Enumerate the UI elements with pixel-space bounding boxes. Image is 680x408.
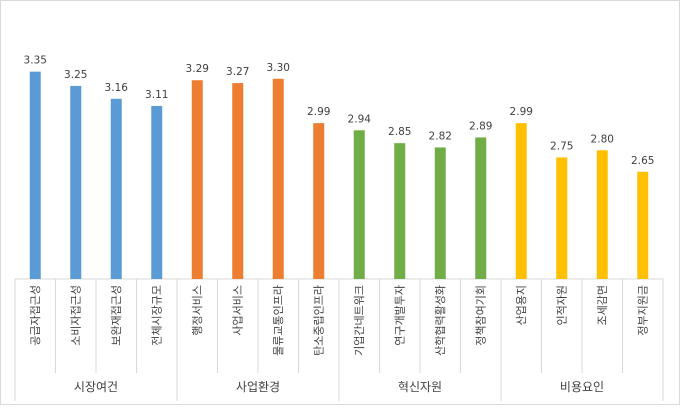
category-tick-label: 인적자원 xyxy=(555,285,568,325)
category-tick-label: 산학협력활성화 xyxy=(433,285,447,356)
data-label: 2.75 xyxy=(550,140,573,152)
bar-물류교통인프라[interactable] xyxy=(272,78,284,279)
bar-기업간네트워크[interactable] xyxy=(353,130,365,279)
data-label: 3.29 xyxy=(186,63,209,75)
group-label: 비용요인 xyxy=(560,380,604,394)
category-tick-label: 사업서비스 xyxy=(231,285,244,336)
group-label: 시장여건 xyxy=(74,380,118,394)
data-label: 3.27 xyxy=(226,66,249,78)
data-label: 2.82 xyxy=(429,130,452,142)
data-label: 3.16 xyxy=(105,82,129,94)
category-tick-label: 보완재접근성 xyxy=(110,285,123,346)
data-label: 2.89 xyxy=(469,120,492,132)
category-tick-label: 소비자접근성 xyxy=(69,285,82,346)
category-tick-label: 조세감면 xyxy=(596,285,609,325)
bar-산학협력활성화[interactable] xyxy=(434,147,446,279)
category-tick-label: 기업간네트워크 xyxy=(353,285,366,356)
category-tick-label: 행정서비스 xyxy=(191,285,204,336)
data-label: 3.35 xyxy=(24,55,47,67)
bar-전체시장규모[interactable] xyxy=(151,105,163,279)
category-tick-label: 공급자접근성 xyxy=(29,285,42,346)
bar-행정서비스[interactable] xyxy=(191,80,203,279)
category-tick-label: 물류교통인프라 xyxy=(272,285,285,356)
category-tick-label: 정부지원금 xyxy=(636,285,649,336)
category-tick-label: 정책참여기회 xyxy=(474,285,487,346)
data-label: 2.94 xyxy=(348,113,372,125)
data-label: 2.99 xyxy=(307,106,330,118)
data-label: 3.11 xyxy=(145,89,168,101)
data-label: 2.99 xyxy=(510,106,533,118)
category-tick-label: 전체시장규모 xyxy=(150,285,163,346)
bar-인적자원[interactable] xyxy=(556,157,568,279)
data-label: 2.80 xyxy=(591,133,614,145)
group-label: 혁신자원 xyxy=(398,380,442,394)
data-label: 2.85 xyxy=(388,126,411,138)
bar-사업서비스[interactable] xyxy=(232,83,244,279)
bar-연구개발투자[interactable] xyxy=(394,143,406,279)
bar-보완재접근성[interactable] xyxy=(110,98,122,279)
data-label: 2.65 xyxy=(631,155,654,167)
data-label: 3.25 xyxy=(64,69,87,81)
bar-공급자접근성[interactable] xyxy=(29,71,41,280)
category-tick-label: 연구개발투자 xyxy=(393,285,406,346)
data-label: 3.30 xyxy=(267,62,290,74)
group-label: 사업환경 xyxy=(236,380,280,394)
bar-소비자접근성[interactable] xyxy=(70,85,82,279)
bar-조세감면[interactable] xyxy=(596,150,608,279)
bar-정부지원금[interactable] xyxy=(637,171,649,279)
bar-산업용지[interactable] xyxy=(515,123,527,279)
bar-정책참여기회[interactable] xyxy=(475,137,487,279)
category-tick-label: 산업용지 xyxy=(515,285,528,325)
category-tick-label: 탄소중립인프라 xyxy=(312,285,325,356)
bar-탄소중립인프라[interactable] xyxy=(313,123,325,279)
